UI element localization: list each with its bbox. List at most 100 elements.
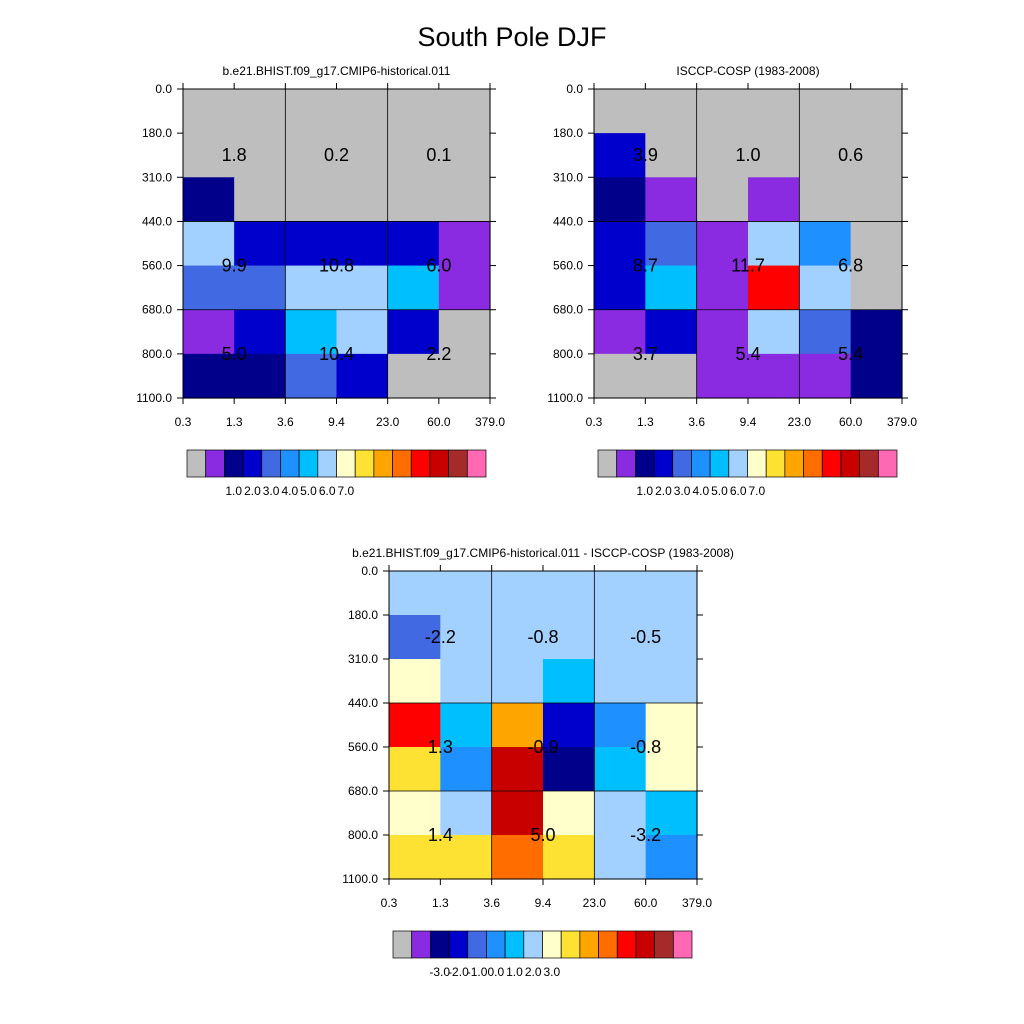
y-tick-label: 0.0 (566, 82, 583, 96)
heatmap-cell (645, 221, 698, 267)
colorbar-label: 0.0 (487, 965, 504, 979)
colorbar-label: 7.0 (749, 484, 766, 498)
heatmap-cell (389, 703, 441, 748)
group-total-label: 10.8 (319, 256, 354, 276)
heatmap-cell (748, 309, 800, 355)
y-tick-label: 1100.0 (342, 872, 378, 886)
heatmap-cell (491, 571, 544, 616)
heatmap-cell (543, 571, 595, 616)
heatmap-cell (491, 791, 544, 836)
heatmap-cell (594, 353, 646, 399)
colorbar-box (672, 930, 693, 959)
heatmap-cell (491, 703, 544, 748)
heatmap-cell (594, 133, 646, 178)
y-tick-label: 1100.0 (547, 391, 583, 405)
heatmap-cell (438, 133, 491, 178)
colorbar-label: 7.0 (338, 484, 355, 498)
colorbar-box (429, 449, 449, 478)
x-tick-label: 9.4 (535, 896, 552, 910)
heatmap-cell (799, 89, 852, 134)
colorbar-box (765, 449, 786, 478)
heatmap-cell (696, 221, 749, 267)
heatmap-cell (645, 791, 698, 836)
heatmap-cell (234, 89, 286, 134)
group-total-label: 5.0 (530, 825, 555, 845)
colorbar-label: 6.0 (730, 484, 747, 498)
heatmap-cell (491, 659, 544, 704)
x-tick-label: 3.6 (483, 896, 500, 910)
y-tick-label: 0.0 (361, 564, 378, 578)
colorbar-box (205, 449, 225, 478)
y-tick-label: 180.0 (142, 126, 172, 140)
group-total-label: 5.4 (735, 344, 760, 364)
heatmap-cell (387, 177, 440, 223)
colorbar-label: 1.0 (225, 484, 242, 498)
heatmap-cell (285, 133, 338, 178)
colorbar-box (430, 930, 450, 959)
heatmap-cell (387, 89, 440, 134)
heatmap-cell (336, 177, 389, 223)
group-total-label: 1.4 (428, 825, 453, 845)
group-total-label: -0.8 (630, 737, 661, 757)
y-tick-label: 310.0 (142, 170, 172, 184)
heatmap-cell (594, 177, 646, 223)
heatmap-cell (440, 615, 493, 660)
colorbar-box (616, 930, 637, 959)
heatmap-cell (696, 309, 749, 355)
heatmap-cell (696, 133, 749, 178)
y-tick-label: 440.0 (553, 214, 583, 228)
y-tick-label: 800.0 (142, 347, 172, 361)
heatmap-cell (440, 703, 493, 748)
heatmap-cell (594, 309, 646, 355)
colorbar-label: 3.0 (674, 484, 691, 498)
heatmap-cell (594, 659, 647, 704)
colorbar-box (523, 930, 543, 959)
heatmap-cell (285, 89, 338, 134)
heatmap-cell (234, 221, 286, 267)
heatmap-cell (696, 353, 749, 399)
group-total-label: 1.8 (222, 145, 247, 165)
heatmap-cell (594, 747, 647, 792)
colorbar-box (336, 449, 356, 478)
colorbar-box (242, 449, 263, 478)
heatmap-cell (183, 309, 235, 355)
heatmap-cell (183, 221, 235, 267)
x-tick-label: 1.3 (226, 415, 243, 429)
colorbar-label: 5.0 (300, 484, 317, 498)
colorbar-box (877, 449, 898, 478)
group-total-label: 10.4 (319, 344, 354, 364)
heatmap-panel-2: ISCCP-COSP (1983-2008) 0.0 180.0 310.0 440.0… (547, 64, 917, 498)
colorbar-box (616, 449, 636, 478)
y-tick-label: 680.0 (142, 303, 172, 317)
heatmap-cell (234, 309, 286, 355)
colorbar-box (410, 449, 431, 478)
heatmap-cell (285, 221, 338, 267)
heatmap-cell (389, 659, 441, 704)
heatmap-cell (594, 703, 647, 748)
heatmap-cell (491, 615, 544, 660)
colorbar-box (186, 449, 207, 478)
heatmap-cell (594, 835, 647, 880)
heatmap-cell (336, 221, 389, 267)
colorbar-label: -2.0 (448, 965, 469, 979)
y-tick-label: 680.0 (348, 784, 378, 798)
x-tick-label: 379.0 (887, 415, 917, 429)
colorbar-label: 4.0 (281, 484, 298, 498)
x-tick-label: 23.0 (376, 415, 400, 429)
colorbar-label: 2.0 (525, 965, 542, 979)
colorbar-box (317, 449, 337, 478)
heatmap-cell (850, 265, 903, 311)
colorbar-box (653, 449, 674, 478)
x-tick-label: 23.0 (788, 415, 812, 429)
heatmap-cell (543, 791, 595, 836)
heatmap-cell (645, 265, 698, 311)
colorbar-label: 1.0 (506, 965, 523, 979)
group-total-label: 6.8 (838, 256, 863, 276)
colorbar-box (298, 449, 319, 478)
y-tick-label: 0.0 (155, 82, 172, 96)
heatmap-cell (285, 309, 338, 355)
heatmap-cell (234, 133, 286, 178)
colorbar-box (635, 449, 655, 478)
colorbar-box (728, 449, 748, 478)
panel-title: b.e21.BHIST.f09_g17.CMIP6-historical.011… (352, 546, 734, 560)
